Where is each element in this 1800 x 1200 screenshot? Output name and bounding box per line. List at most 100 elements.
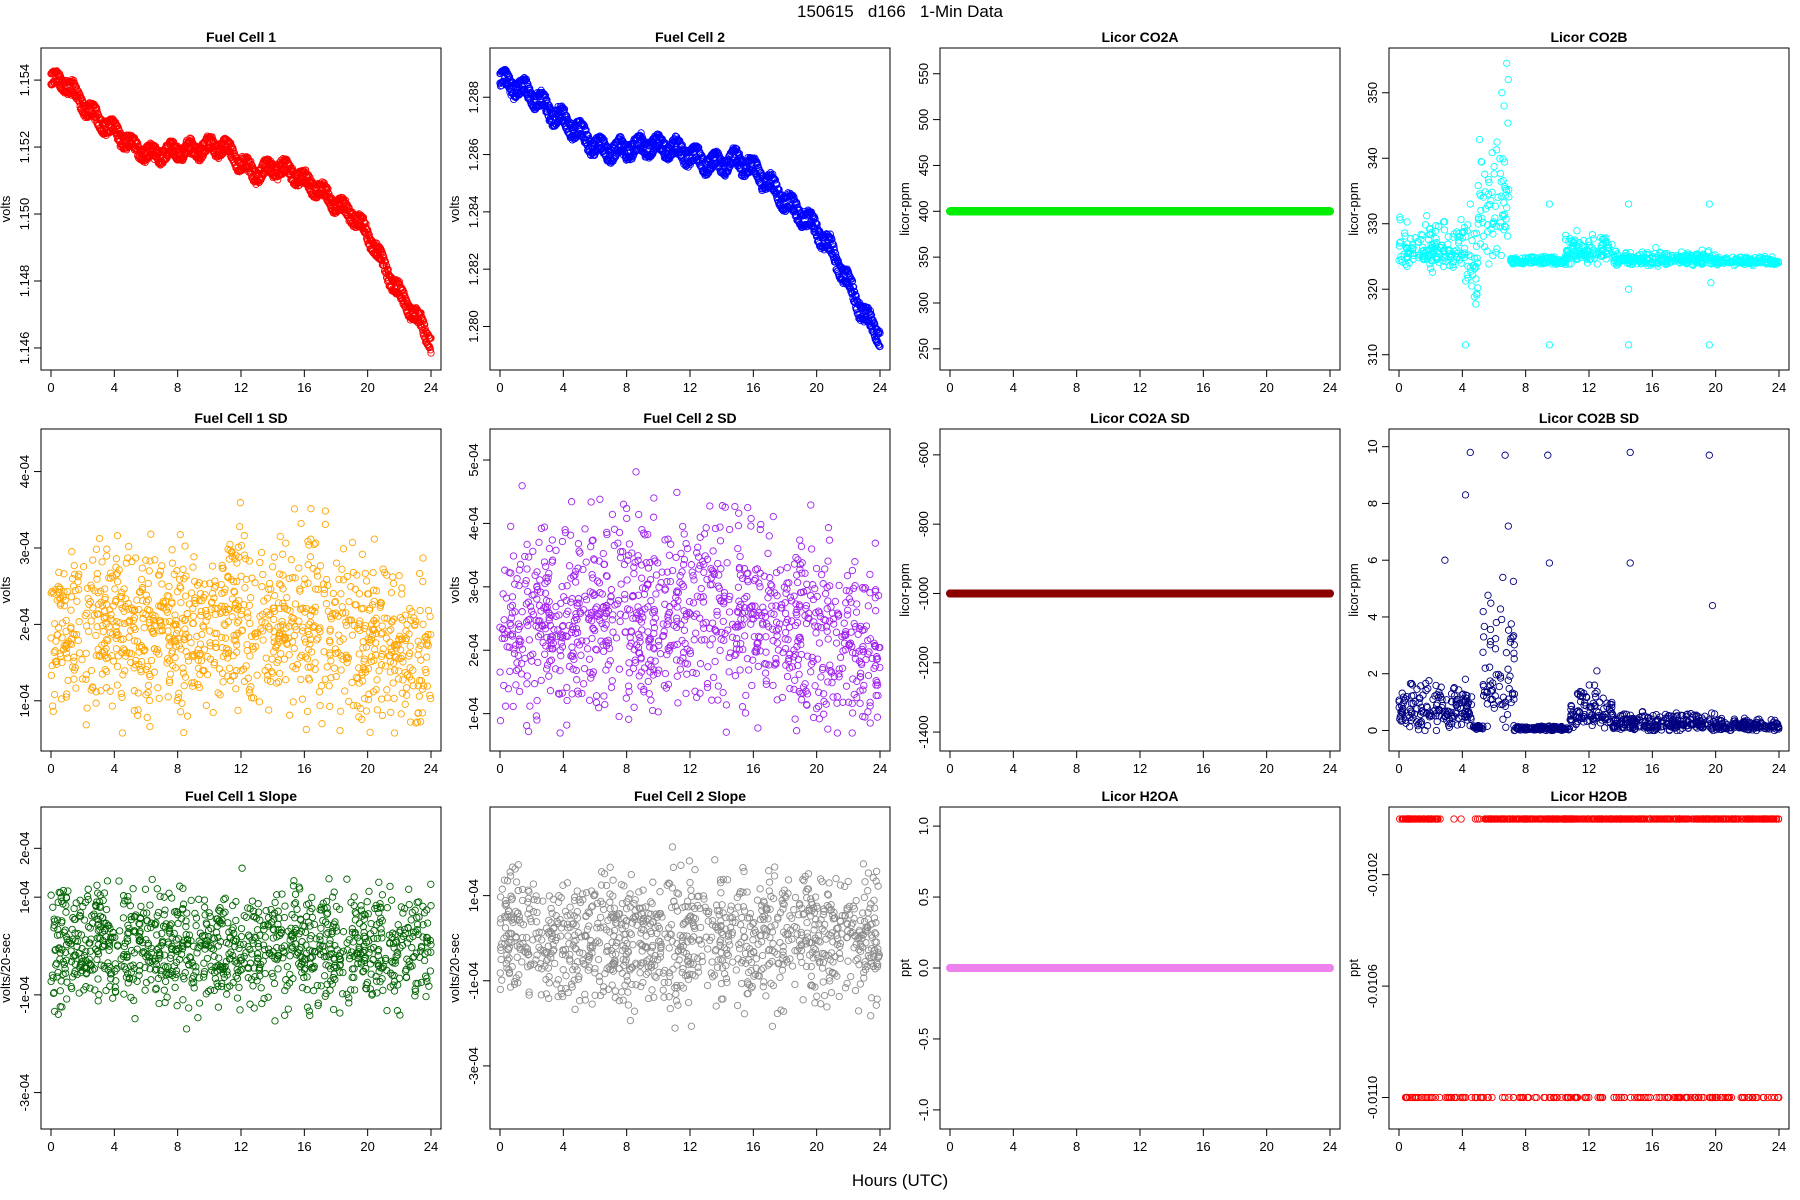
y-tick-label: 400	[916, 200, 931, 222]
x-tick-label: 12	[1133, 380, 1147, 395]
y-tick-label: 300	[916, 292, 931, 314]
data-point	[230, 149, 239, 157]
x-tick-label: 0	[496, 380, 503, 395]
y-axis-label: volts	[447, 195, 462, 222]
data-point	[1562, 231, 1570, 239]
x-tick-label: 4	[560, 380, 567, 395]
data-point	[381, 258, 390, 266]
data-point	[73, 86, 81, 94]
data-point	[247, 157, 255, 166]
data-point	[1423, 212, 1431, 220]
data-point	[1474, 182, 1482, 190]
data-points	[496, 66, 884, 351]
data-point	[304, 171, 312, 180]
plot-frame	[489, 47, 891, 371]
data-point	[1588, 231, 1597, 239]
data-point	[1427, 264, 1435, 273]
data-point	[114, 124, 123, 132]
y-tick-label: 1.154	[17, 64, 32, 97]
data-point	[382, 262, 391, 270]
panel-2: Fuel Cell 20 4 8 12 16 20 241.2801.2821.2841.2…	[447, 29, 891, 395]
data-point	[1573, 227, 1581, 235]
data-point	[1468, 236, 1476, 245]
data-point	[1467, 252, 1475, 261]
x-tick-label: 20	[809, 380, 823, 395]
data-point	[1472, 275, 1480, 283]
data-point	[1497, 251, 1505, 260]
data-point	[359, 213, 368, 222]
x-tick-label: 16	[297, 380, 311, 395]
data-point	[217, 151, 225, 160]
data-point	[1475, 135, 1484, 144]
data-point	[1503, 204, 1511, 212]
data-point	[1503, 232, 1512, 240]
page-title: 150615 d166 1-Min Data	[796, 2, 1004, 21]
data-point	[1500, 199, 1508, 207]
data-point	[1477, 158, 1486, 166]
y-tick-label: 350	[916, 246, 931, 268]
data-point	[1481, 170, 1489, 178]
data-points	[47, 67, 435, 357]
x-tick-label: 24	[1323, 380, 1337, 395]
panel-title: Fuel Cell 2	[655, 29, 725, 45]
x-tick-label: 24	[873, 380, 887, 395]
y-tick-label: 1.150	[17, 198, 32, 231]
panel-title: Fuel Cell 1	[206, 29, 276, 45]
x-tick-label: 0	[946, 380, 953, 395]
y-tick-label: 250	[916, 338, 931, 360]
y-tick-label: 1.286	[466, 138, 481, 171]
y-tick-label: 1.280	[466, 310, 481, 343]
data-point	[66, 78, 74, 86]
data-point	[227, 142, 235, 150]
data-point	[1428, 268, 1437, 276]
x-tick-label: 8	[174, 380, 181, 395]
data-point	[208, 133, 216, 141]
x-tick-label: 4	[1010, 380, 1017, 395]
y-axis-label: licor-ppm	[897, 182, 912, 235]
data-point	[1472, 300, 1480, 308]
data-point	[359, 214, 367, 222]
data-point	[1487, 196, 1495, 205]
data-point	[72, 83, 81, 91]
x-tick-label: 8	[623, 380, 630, 395]
x-tick-label: 4	[111, 380, 118, 395]
data-point	[1457, 215, 1465, 224]
data-point	[324, 185, 332, 193]
x-tick-label: 12	[683, 380, 697, 395]
data-point	[1593, 260, 1601, 268]
data-point	[322, 182, 330, 190]
y-tick-label: 500	[916, 109, 931, 131]
x-tick-label: 24	[424, 380, 438, 395]
y-axis-label: volts	[0, 195, 13, 222]
data-point	[134, 140, 142, 148]
data-point	[1493, 138, 1501, 146]
data-point	[1504, 119, 1512, 127]
data-point	[1403, 218, 1411, 226]
y-tick-label: 1.284	[466, 196, 481, 229]
y-tick-label: 450	[916, 155, 931, 177]
data-point	[1502, 215, 1510, 223]
data-point	[1440, 226, 1449, 234]
data-point	[1490, 170, 1498, 178]
y-tick-label: 1.288	[466, 81, 481, 114]
data-point	[1490, 162, 1498, 171]
y-tick-label: 1.152	[17, 131, 32, 164]
data-point	[1497, 178, 1505, 186]
panel-1: Fuel Cell 10 4 8 12 16 20 241.1461.1481.1501.1…	[0, 29, 442, 395]
y-tick-label: 1.282	[466, 253, 481, 286]
data-point	[286, 162, 295, 170]
y-tick-label: 550	[916, 63, 931, 85]
y-tick-label: 1.148	[17, 265, 32, 298]
x-tick-label: 8	[1073, 380, 1080, 395]
x-tick-label: 20	[1259, 380, 1273, 395]
data-point	[1485, 260, 1493, 268]
x-tick-label: 20	[360, 380, 374, 395]
data-points	[1395, 59, 1783, 349]
data-point	[341, 196, 350, 204]
x-tick-label: 12	[234, 380, 248, 395]
panel-title: Licor CO2A	[1101, 29, 1178, 45]
plot-frame	[40, 47, 442, 371]
